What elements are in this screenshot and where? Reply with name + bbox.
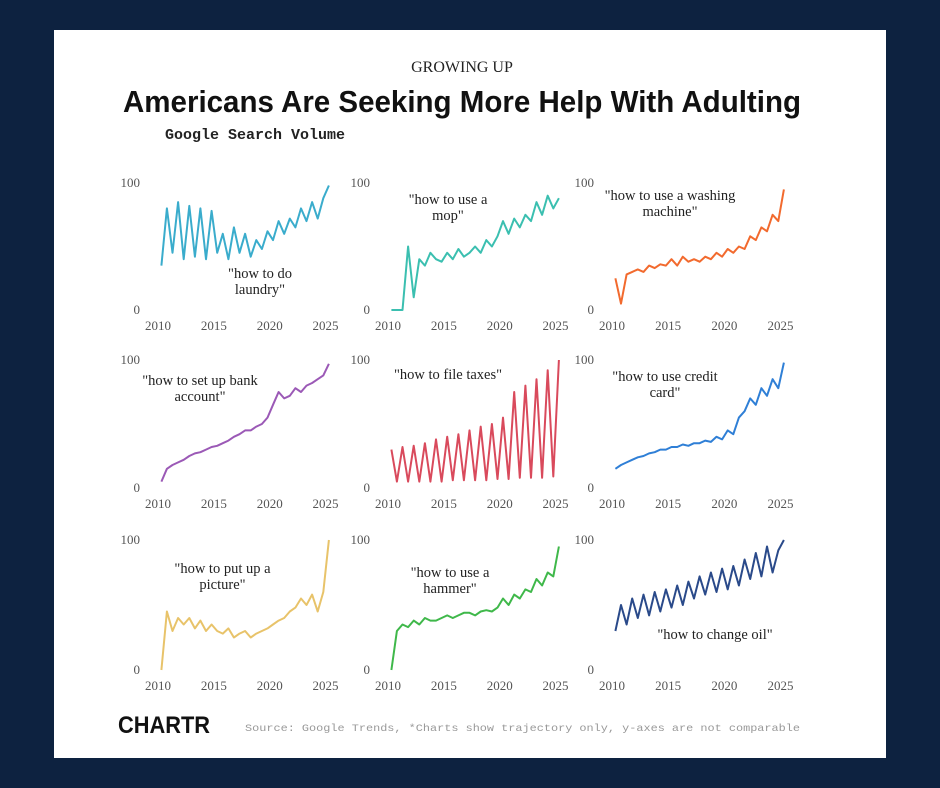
- y-tick-label: 0: [588, 662, 595, 677]
- y-tick-label: 100: [121, 352, 141, 367]
- x-tick-label: 2010: [375, 318, 401, 333]
- y-tick-label: 100: [575, 532, 595, 547]
- series-label: "how to set up bank account": [142, 373, 258, 405]
- y-tick-label: 100: [351, 532, 371, 547]
- line: [390, 546, 560, 671]
- x-tick-label: 2015: [655, 678, 681, 693]
- x-tick-label: 2010: [375, 678, 401, 693]
- y-tick-label: 100: [121, 175, 141, 190]
- line: [614, 189, 785, 305]
- subtitle: Google Search Volume: [165, 127, 345, 144]
- series-label: "how to use credit card": [612, 369, 718, 401]
- x-tick-label: 2015: [431, 678, 457, 693]
- series-label: "how to file taxes": [393, 367, 503, 383]
- x-tick-label: 2025: [313, 496, 339, 511]
- x-tick-label: 2010: [599, 496, 625, 511]
- x-tick-label: 2020: [257, 318, 283, 333]
- series-label: "how to do laundry": [228, 266, 292, 298]
- x-tick-label: 2020: [487, 318, 513, 333]
- line: [160, 363, 330, 482]
- y-tick-label: 100: [351, 175, 371, 190]
- line: [391, 194, 560, 311]
- source: Source: Google Trends, *Charts show traj…: [245, 723, 800, 735]
- series-label: "how to put up a picture": [174, 561, 271, 593]
- y-tick-label: 0: [364, 302, 371, 317]
- x-tick-label: 2025: [313, 678, 339, 693]
- series-label: "how to use a mop": [408, 192, 488, 224]
- x-tick-label: 2015: [201, 496, 227, 511]
- x-tick-label: 2025: [313, 318, 339, 333]
- y-tick-label: 0: [134, 662, 141, 677]
- y-tick-label: 100: [121, 532, 141, 547]
- x-tick-label: 2020: [711, 496, 737, 511]
- x-tick-label: 2020: [257, 496, 283, 511]
- x-tick-label: 2025: [543, 678, 569, 693]
- x-tick-label: 2020: [487, 678, 513, 693]
- kicker: GROWING UP: [411, 59, 513, 76]
- y-tick-label: 100: [575, 352, 595, 367]
- y-tick-label: 0: [588, 480, 595, 495]
- y-tick-label: 0: [588, 302, 595, 317]
- x-tick-label: 2010: [599, 678, 625, 693]
- x-tick-label: 2025: [768, 678, 794, 693]
- x-tick-label: 2020: [487, 496, 513, 511]
- y-tick-label: 0: [134, 302, 141, 317]
- x-tick-label: 2020: [711, 318, 737, 333]
- line: [160, 539, 330, 671]
- x-tick-label: 2015: [201, 318, 227, 333]
- line: [160, 185, 330, 266]
- x-tick-label: 2010: [375, 496, 401, 511]
- line: [614, 539, 785, 632]
- x-tick-label: 2015: [655, 496, 681, 511]
- x-tick-label: 2010: [599, 318, 625, 333]
- panel: [54, 30, 886, 758]
- logo: CHARTR: [118, 712, 210, 739]
- line: [614, 362, 785, 470]
- x-tick-label: 2015: [431, 496, 457, 511]
- y-tick-label: 0: [134, 480, 141, 495]
- y-tick-label: 0: [364, 480, 371, 495]
- x-tick-label: 2025: [768, 318, 794, 333]
- series-label: "how to use a hammer": [410, 565, 490, 597]
- series-label: "how to change oil": [657, 627, 773, 643]
- line: [390, 359, 560, 483]
- x-tick-label: 2015: [655, 318, 681, 333]
- x-tick-label: 2020: [711, 678, 737, 693]
- y-tick-label: 0: [364, 662, 371, 677]
- x-tick-label: 2025: [543, 318, 569, 333]
- x-tick-label: 2025: [768, 496, 794, 511]
- x-tick-label: 2015: [431, 318, 457, 333]
- title: Americans Are Seeking More Help With Adu…: [123, 84, 801, 119]
- y-tick-label: 100: [351, 352, 371, 367]
- x-tick-label: 2010: [145, 496, 171, 511]
- x-tick-label: 2020: [257, 678, 283, 693]
- x-tick-label: 2015: [201, 678, 227, 693]
- x-tick-label: 2025: [543, 496, 569, 511]
- x-tick-label: 2010: [145, 318, 171, 333]
- x-tick-label: 2010: [145, 678, 171, 693]
- y-tick-label: 100: [575, 175, 595, 190]
- series-label: "how to use a washing machine": [604, 188, 736, 220]
